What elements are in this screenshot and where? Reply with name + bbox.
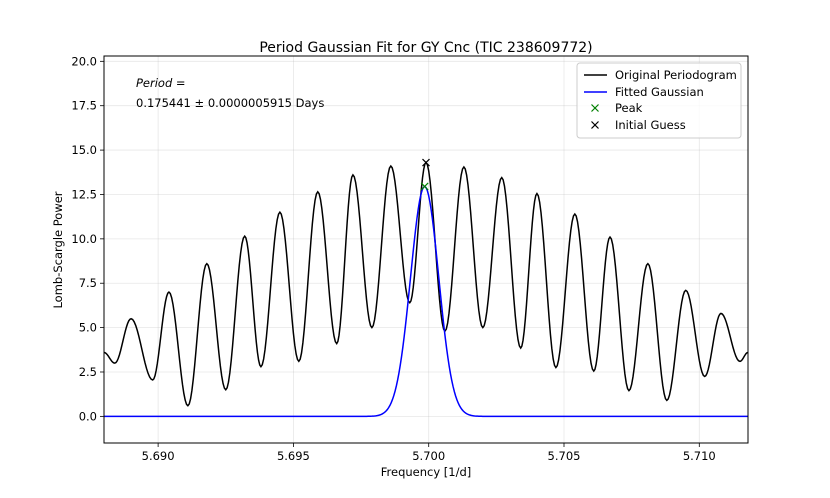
legend-label-peak: Peak xyxy=(615,101,643,115)
legend-swatch-peak xyxy=(591,104,599,112)
peak-marker xyxy=(420,182,429,191)
legend-label-gaussian: Fitted Gaussian xyxy=(615,85,704,99)
x-tick-label: 5.695 xyxy=(277,449,310,463)
legend-box xyxy=(576,62,742,139)
x-axis-label: Frequency [1/d] xyxy=(381,465,472,479)
initial-guess-marker xyxy=(422,158,430,167)
x-gridlines xyxy=(157,56,700,443)
y-tick-label: 7.5 xyxy=(79,276,97,290)
legend: Original Periodogram Fitted Gaussian Pea… xyxy=(576,62,742,139)
y-tick-label: 10.0 xyxy=(71,232,97,246)
x-tick-label: 5.690 xyxy=(142,449,175,463)
period-annotation-value: 0.175441 ± 0.0000005915 Days xyxy=(136,96,324,110)
y-tick-label: 20.0 xyxy=(71,54,97,68)
axes-frame xyxy=(103,55,749,444)
x-axis-ticks: 5.690 5.695 5.700 5.705 5.710 xyxy=(142,443,716,463)
y-tick-label: 5.0 xyxy=(79,321,97,335)
chart-title: Period Gaussian Fit for GY Cnc (TIC 2386… xyxy=(259,40,592,56)
y-tick-label: 0.0 xyxy=(79,409,97,423)
legend-label-periodogram: Original Periodogram xyxy=(615,68,737,82)
y-axis-label: Lomb-Scargle Power xyxy=(51,191,65,308)
markers xyxy=(420,158,430,191)
y-tick-label: 15.0 xyxy=(71,143,97,157)
x-tick-label: 5.700 xyxy=(412,449,445,463)
period-annotation-label: Period = xyxy=(136,76,186,90)
plot-area xyxy=(104,158,748,418)
y-tick-label: 2.5 xyxy=(79,365,97,379)
y-axis-ticks: 0.0 2.5 5.0 7.5 10.0 12.5 15.0 17.5 20.0 xyxy=(71,54,104,423)
legend-swatch-initial-guess xyxy=(591,121,599,129)
legend-label-initial-guess: Initial Guess xyxy=(615,118,686,132)
period-annotation: Period = 0.175441 ± 0.0000005915 Days xyxy=(136,76,324,110)
y-tick-label: 12.5 xyxy=(71,187,97,201)
x-tick-label: 5.710 xyxy=(683,449,716,463)
x-tick-label: 5.705 xyxy=(548,449,581,463)
y-tick-label: 17.5 xyxy=(71,99,97,113)
